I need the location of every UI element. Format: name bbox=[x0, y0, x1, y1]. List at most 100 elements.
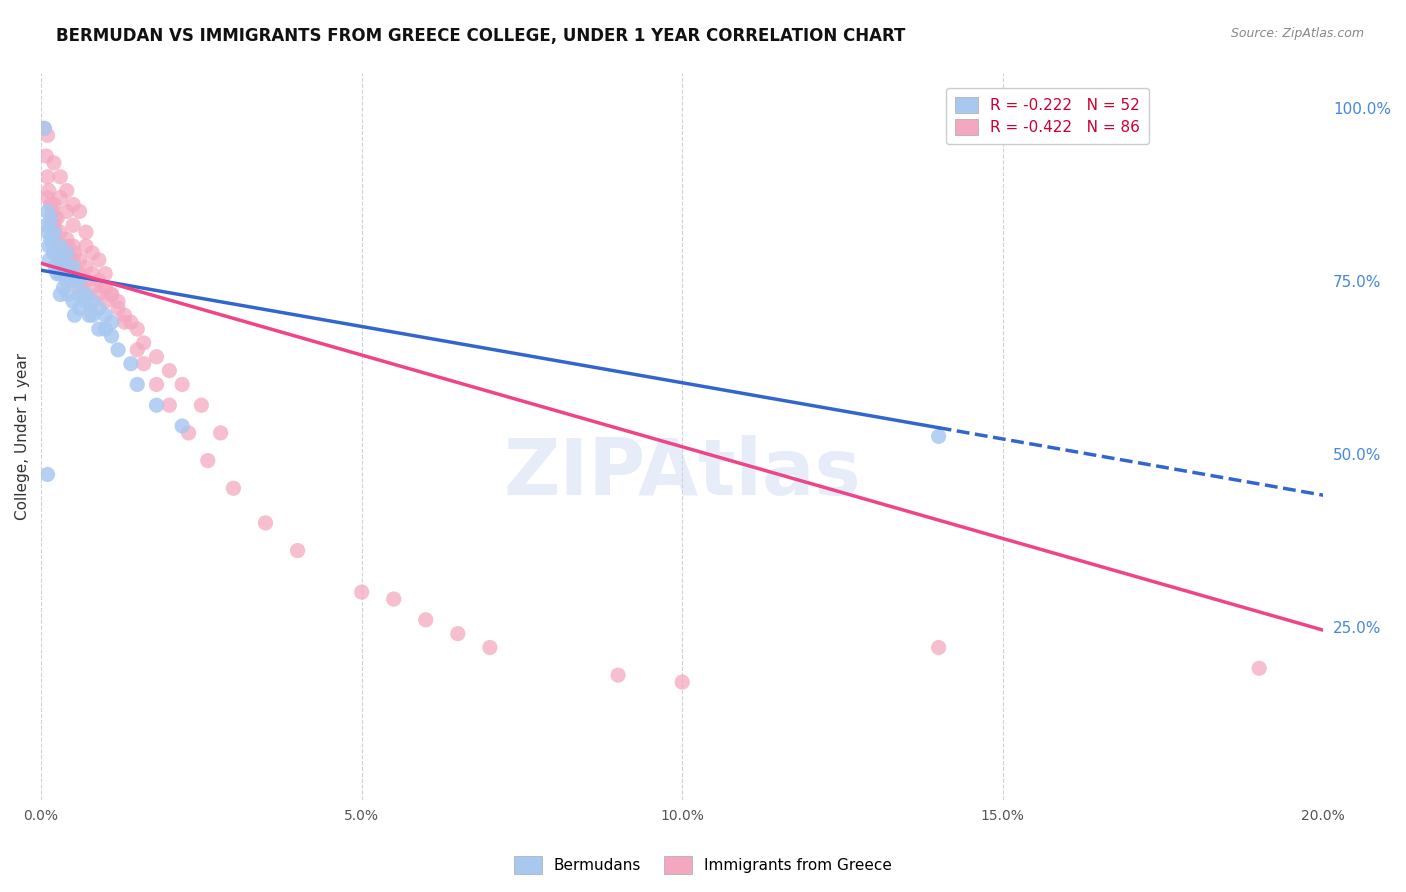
Point bbox=[49, 252, 72, 267]
Point bbox=[39, 211, 62, 226]
Point bbox=[55, 260, 77, 274]
Point bbox=[75, 294, 97, 309]
Point bbox=[114, 308, 136, 322]
Point bbox=[41, 204, 63, 219]
Point bbox=[56, 287, 79, 301]
Legend: Bermudans, Immigrants from Greece: Bermudans, Immigrants from Greece bbox=[508, 850, 898, 880]
Point bbox=[34, 121, 56, 136]
Point bbox=[55, 232, 77, 246]
Point bbox=[55, 274, 77, 288]
Point bbox=[94, 308, 117, 322]
Point bbox=[77, 308, 100, 322]
Point bbox=[287, 543, 309, 558]
Point bbox=[42, 219, 65, 233]
Point bbox=[51, 252, 73, 267]
Point bbox=[55, 246, 77, 260]
Point bbox=[59, 267, 82, 281]
Point bbox=[87, 274, 110, 288]
Point bbox=[69, 287, 91, 301]
Point bbox=[56, 239, 79, 253]
Point bbox=[46, 267, 69, 281]
Point bbox=[55, 260, 77, 274]
Point bbox=[49, 169, 72, 184]
Point bbox=[107, 301, 129, 316]
Point bbox=[63, 246, 86, 260]
Point bbox=[127, 343, 149, 357]
Point bbox=[82, 267, 104, 281]
Text: BERMUDAN VS IMMIGRANTS FROM GREECE COLLEGE, UNDER 1 YEAR CORRELATION CHART: BERMUDAN VS IMMIGRANTS FROM GREECE COLLE… bbox=[56, 27, 905, 45]
Point bbox=[87, 252, 110, 267]
Point bbox=[37, 169, 59, 184]
Point bbox=[44, 260, 66, 274]
Point bbox=[87, 322, 110, 336]
Point bbox=[38, 184, 60, 198]
Point bbox=[46, 246, 69, 260]
Point bbox=[145, 377, 167, 392]
Point bbox=[37, 128, 59, 143]
Point bbox=[39, 197, 62, 211]
Point bbox=[197, 453, 219, 467]
Point bbox=[132, 357, 155, 371]
Point bbox=[34, 121, 56, 136]
Point bbox=[127, 377, 149, 392]
Point bbox=[478, 640, 501, 655]
Text: Source: ZipAtlas.com: Source: ZipAtlas.com bbox=[1230, 27, 1364, 40]
Point bbox=[49, 267, 72, 281]
Point bbox=[49, 267, 72, 281]
Point bbox=[62, 239, 84, 253]
Point bbox=[145, 350, 167, 364]
Point bbox=[55, 246, 77, 260]
Point bbox=[44, 211, 66, 226]
Point bbox=[177, 425, 200, 440]
Point bbox=[35, 149, 58, 163]
Point bbox=[100, 315, 122, 329]
Point bbox=[62, 294, 84, 309]
Point bbox=[75, 287, 97, 301]
Point bbox=[38, 239, 60, 253]
Point bbox=[62, 274, 84, 288]
Point bbox=[35, 219, 58, 233]
Point bbox=[62, 219, 84, 233]
Point bbox=[107, 294, 129, 309]
Point bbox=[928, 429, 950, 443]
Y-axis label: College, Under 1 year: College, Under 1 year bbox=[15, 353, 30, 520]
Point bbox=[62, 267, 84, 281]
Point bbox=[62, 260, 84, 274]
Point bbox=[69, 267, 91, 281]
Point bbox=[42, 225, 65, 239]
Legend: R = -0.222   N = 52, R = -0.422   N = 86: R = -0.222 N = 52, R = -0.422 N = 86 bbox=[946, 88, 1149, 145]
Point bbox=[94, 280, 117, 294]
Point bbox=[69, 301, 91, 316]
Point bbox=[75, 225, 97, 239]
Point bbox=[607, 668, 630, 682]
Point bbox=[49, 190, 72, 204]
Point bbox=[350, 585, 373, 599]
Point bbox=[100, 287, 122, 301]
Point bbox=[63, 308, 86, 322]
Point bbox=[107, 343, 129, 357]
Point bbox=[928, 640, 950, 655]
Point bbox=[82, 246, 104, 260]
Point bbox=[37, 204, 59, 219]
Point bbox=[190, 398, 212, 412]
Point bbox=[37, 190, 59, 204]
Point bbox=[75, 260, 97, 274]
Point bbox=[415, 613, 437, 627]
Point bbox=[671, 675, 693, 690]
Point bbox=[94, 294, 117, 309]
Point bbox=[52, 267, 75, 281]
Point bbox=[69, 280, 91, 294]
Point bbox=[42, 156, 65, 170]
Point bbox=[94, 280, 117, 294]
Point bbox=[49, 287, 72, 301]
Point bbox=[44, 246, 66, 260]
Point bbox=[382, 592, 405, 607]
Point bbox=[87, 287, 110, 301]
Point bbox=[100, 329, 122, 343]
Point bbox=[127, 322, 149, 336]
Point bbox=[41, 239, 63, 253]
Point bbox=[157, 363, 180, 377]
Point bbox=[132, 335, 155, 350]
Point bbox=[39, 232, 62, 246]
Point bbox=[82, 280, 104, 294]
